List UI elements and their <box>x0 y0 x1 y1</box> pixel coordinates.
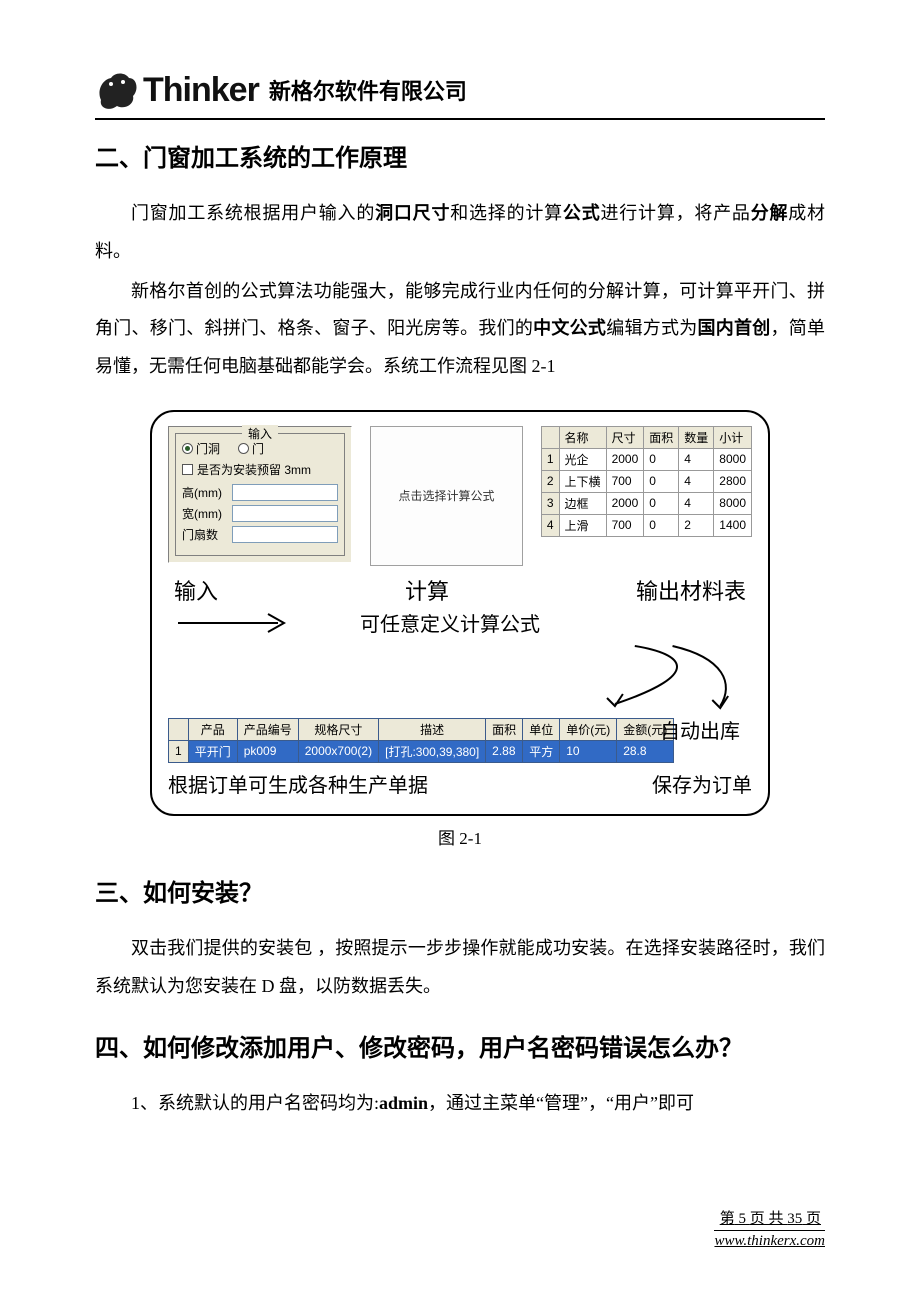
flow-label-input: 输入 <box>174 574 218 606</box>
flow-curves <box>168 644 752 714</box>
input-panel: 输入 门洞 门 是否为安装预留 3mm 高(mm) 宽(mm) 门扇数 <box>168 426 352 563</box>
section-3-p1: 双击我们提供的安装包 ，按照提示一步步操作就能成功安装。在选择安装路径时，我们系… <box>95 930 825 1006</box>
flow-label-calc: 计算 <box>405 574 449 606</box>
section-2-p1: 门窗加工系统根据用户输入的洞口尺寸和选择的计算公式进行计算，将产品分解成材料。 <box>95 195 825 271</box>
flow-label-formula: 可任意定义计算公式 <box>304 608 596 637</box>
input-legend: 输入 <box>242 425 278 442</box>
flow-label-gen-docs: 根据订单可生成各种生产单据 <box>168 769 428 798</box>
figure-2-1: 输入 门洞 门 是否为安装预留 3mm 高(mm) 宽(mm) 门扇数 点击选择… <box>150 410 770 816</box>
figure-caption: 图 2-1 <box>95 824 825 849</box>
section-4-title: 四、如何修改添加用户、修改密码，用户名密码错误怎么办？ <box>95 1028 825 1063</box>
logo-text: Thinker <box>143 71 259 110</box>
flow-label-output: 输出材料表 <box>636 574 746 606</box>
section-2-p2: 新格尔首创的公式算法功能强大，能够完成行业内任何的分解计算，可计算平开门、拼角门… <box>95 273 825 386</box>
arrow-right-icon <box>174 608 294 638</box>
formula-selector[interactable]: 点击选择计算公式 <box>370 426 523 566</box>
flow-label-save-order: 保存为订单 <box>652 769 752 798</box>
company-name: 新格尔软件有限公司 <box>269 74 467 106</box>
section-3-title: 三、如何安装？ <box>95 873 825 908</box>
flow-label-auto-out: 自动出库 <box>660 715 740 744</box>
logo: Thinker <box>95 70 259 110</box>
page-header: Thinker 新格尔软件有限公司 <box>95 70 825 120</box>
footer-url: www.thinkerx.com <box>714 1230 825 1250</box>
checkbox-reserve[interactable]: 是否为安装预留 3mm <box>182 461 338 478</box>
order-table: 产品产品编号规格尺寸描述面积单位单价(元)金额(元)1平开门pk0092000x… <box>168 718 674 763</box>
radio-door[interactable]: 门 <box>238 440 264 457</box>
section-2-title: 二、门窗加工系统的工作原理 <box>95 138 825 173</box>
logo-icon <box>95 70 139 110</box>
page-footer: 第 5 页 共 35 页 www.thinkerx.com <box>714 1207 825 1250</box>
radio-opening[interactable]: 门洞 <box>182 440 220 457</box>
count-input[interactable] <box>232 526 338 543</box>
width-input[interactable] <box>232 505 338 522</box>
material-table: 名称尺寸面积数量小计1光企20000480002上下横7000428003边框2… <box>541 426 752 537</box>
section-4-p1: 1、系统默认的用户名密码均为:admin，通过主菜单“管理”，“用户”即可 <box>95 1085 825 1123</box>
height-input[interactable] <box>232 484 338 501</box>
